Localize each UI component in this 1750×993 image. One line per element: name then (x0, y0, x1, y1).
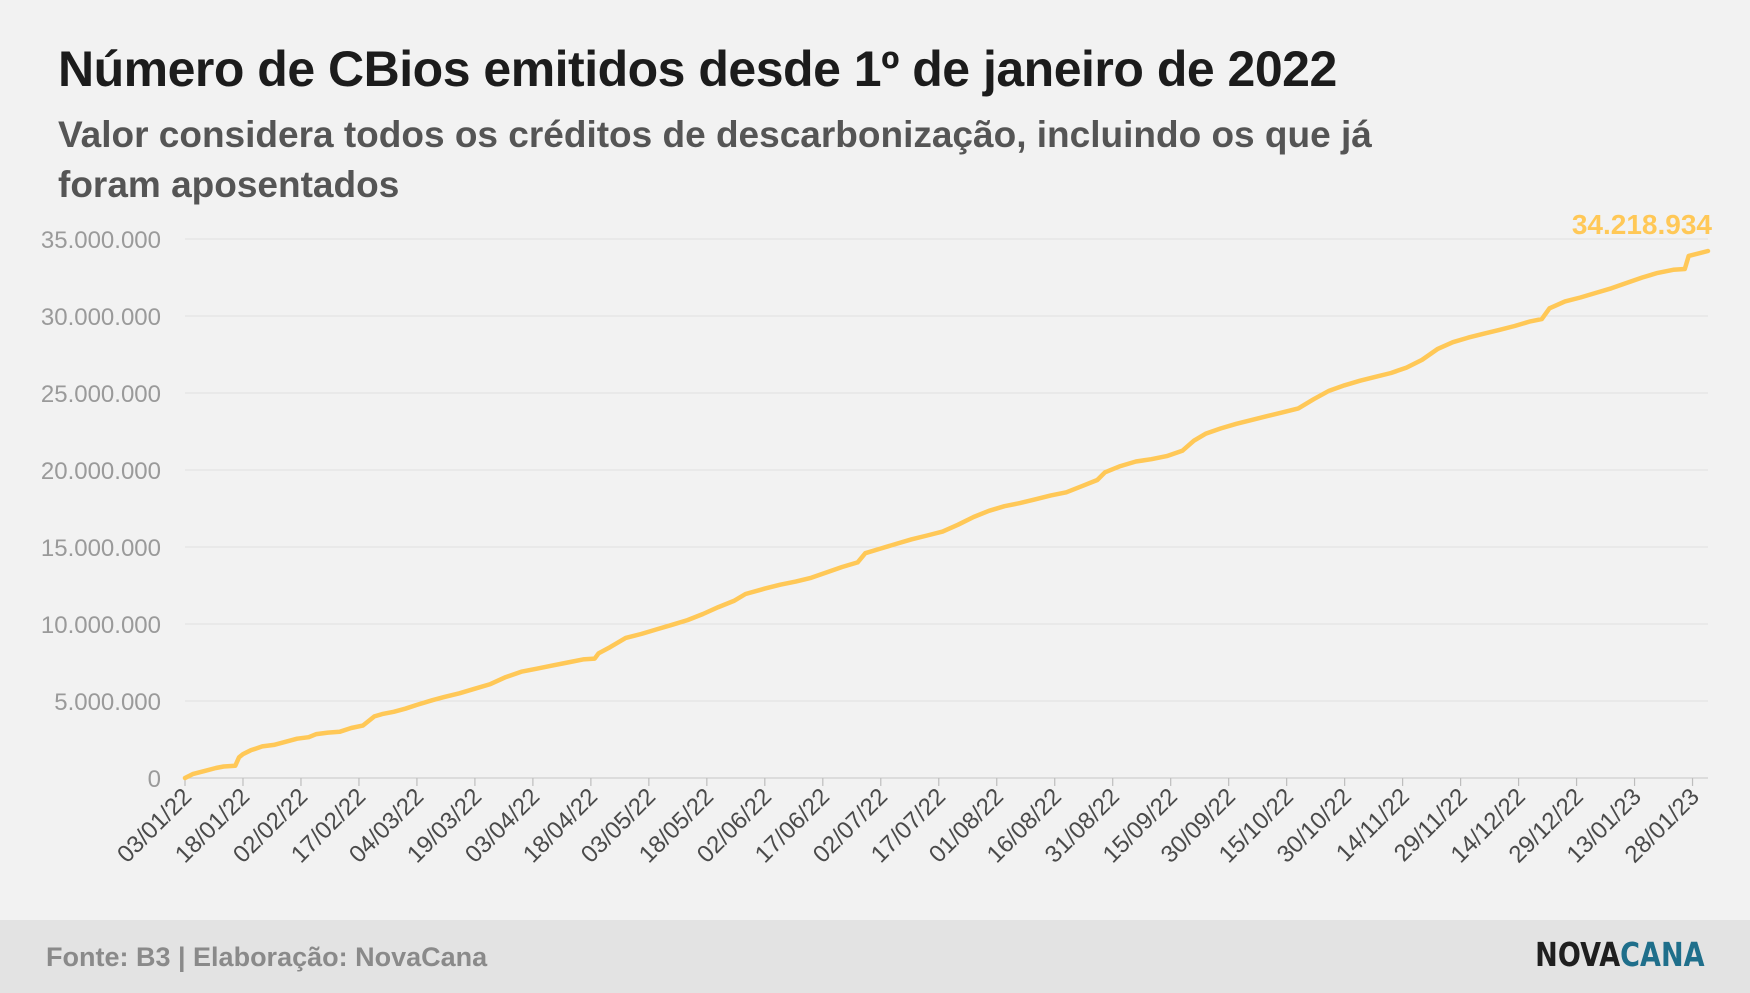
chart-subtitle: Valor considera todos os créditos de des… (58, 114, 1372, 205)
y-tick-label: 5.000.000 (54, 689, 161, 716)
line-chart: 0 5.000.000 10.000.000 15.000.000 20.000.000… (41, 209, 1713, 868)
y-tick-label: 35.000.000 (41, 227, 161, 254)
source-note: Fonte: B3 | Elaboração: NovaCana (46, 942, 488, 972)
y-tick-label: 15.000.000 (41, 535, 161, 562)
novacana-logo: NOVACANA (1536, 935, 1705, 974)
data-labels: 34.218.934 (1572, 209, 1713, 240)
grid-lines (184, 238, 1708, 786)
y-tick-label: 20.000.000 (41, 458, 161, 485)
y-tick-label: 10.000.000 (41, 612, 161, 639)
last-value-label: 34.218.934 (1572, 209, 1713, 240)
y-axis-tick-labels: 0 5.000.000 10.000.000 15.000.000 20.000.000… (41, 227, 161, 793)
logo-part-cana: CANA (1620, 935, 1705, 974)
y-tick-label: 0 (148, 766, 161, 793)
y-tick-label: 30.000.000 (41, 304, 161, 331)
footer: Fonte: B3 | Elaboração: NovaCana NOVACAN… (0, 920, 1750, 993)
y-tick-label: 25.000.000 (41, 381, 161, 408)
series-line (182, 248, 1711, 781)
x-axis-tick-labels: 03/01/2218/01/2202/02/2217/02/2204/03/22… (112, 783, 1705, 868)
logo-part-nova: NOVA (1535, 935, 1621, 974)
series-group (182, 248, 1711, 781)
chart-title: Número de CBios emitidos desde 1º de jan… (58, 41, 1337, 97)
